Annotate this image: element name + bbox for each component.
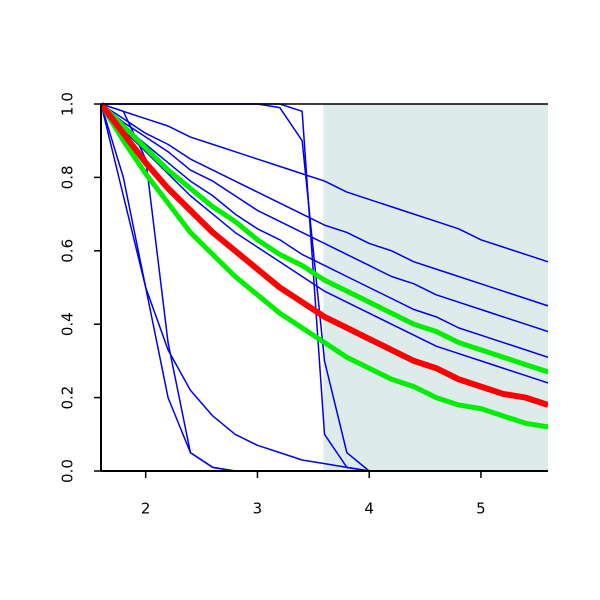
y-tick-label: 0.2 xyxy=(59,386,77,410)
y-tick-label: 0.8 xyxy=(59,165,77,189)
series-line xyxy=(101,103,548,358)
series-line xyxy=(101,103,548,333)
series-line xyxy=(101,102,548,408)
y-tick-label: 0.6 xyxy=(59,239,77,263)
y-tick-label: 0.4 xyxy=(59,312,77,336)
series-line xyxy=(101,102,548,375)
series-line xyxy=(101,103,548,384)
x-tick-label: 4 xyxy=(364,500,374,518)
series-line xyxy=(101,103,548,307)
x-tick-label: 5 xyxy=(476,500,486,518)
x-tick-label: 2 xyxy=(141,500,151,518)
y-tick-label: 0.0 xyxy=(59,459,77,483)
series-line xyxy=(101,102,548,430)
series-line xyxy=(101,103,548,263)
shaded-region xyxy=(323,104,548,471)
y-tick-label: 1.0 xyxy=(59,92,77,116)
x-tick-label: 3 xyxy=(253,500,263,518)
